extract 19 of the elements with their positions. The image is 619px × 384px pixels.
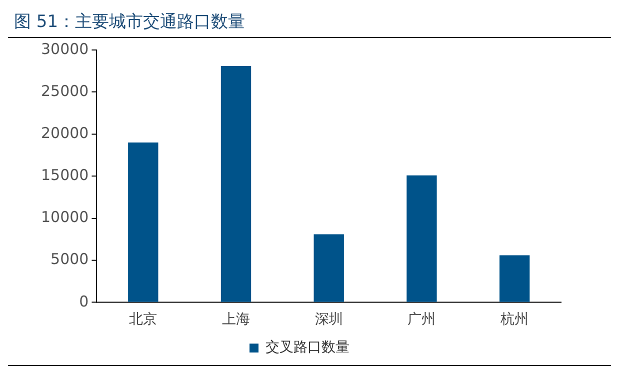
y-tick-label: 10000 xyxy=(41,208,89,226)
y-tick-label: 0 xyxy=(79,292,89,310)
bar xyxy=(314,234,344,302)
chart-title: 图 51：主要城市交通路口数量 xyxy=(8,8,611,38)
x-tick-label: 上海 xyxy=(222,311,250,328)
x-tick-label: 广州 xyxy=(408,311,436,328)
y-tick-label: 15000 xyxy=(41,166,89,184)
bar xyxy=(406,175,437,302)
legend-label: 交叉路口数量 xyxy=(266,340,350,356)
bar xyxy=(128,142,158,302)
bar xyxy=(499,255,530,302)
x-tick-label: 杭州 xyxy=(500,311,529,328)
y-tick-label: 30000 xyxy=(41,40,89,58)
y-tick-label: 20000 xyxy=(41,124,89,142)
bar xyxy=(220,66,252,302)
y-tick-label: 5000 xyxy=(50,250,89,268)
x-tick-label: 深圳 xyxy=(314,311,343,328)
y-tick-label: 25000 xyxy=(41,82,89,100)
x-tick-label: 北京 xyxy=(129,311,158,328)
